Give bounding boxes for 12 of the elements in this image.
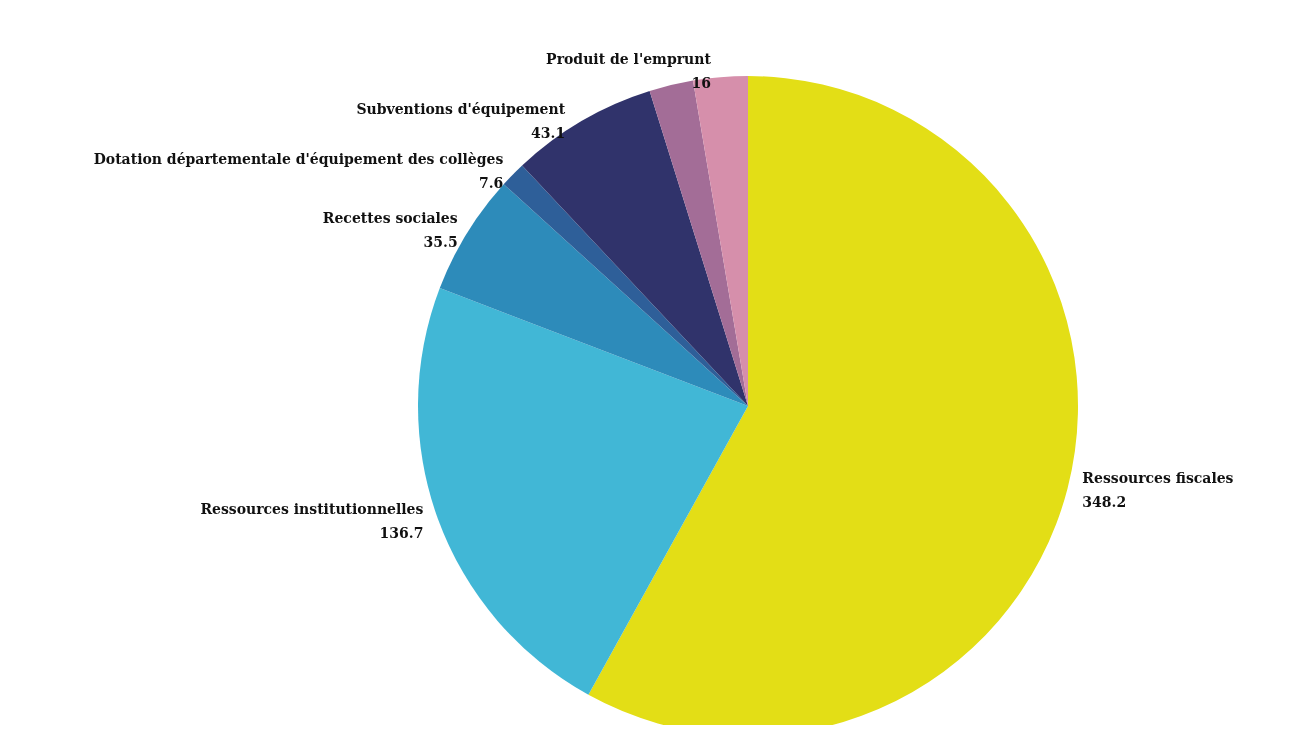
data-label: 7.6: [479, 175, 504, 192]
data-label: 35.5: [423, 233, 458, 250]
data-label: 348.2: [1082, 493, 1127, 510]
slice-label: Ressources fiscales: [1082, 469, 1234, 486]
slice-label: Recettes sociales: [322, 209, 458, 226]
data-label: 136.7: [379, 525, 424, 542]
slice-label: Produit de l'emprunt: [546, 51, 712, 68]
data-label: 43.1: [531, 125, 566, 142]
data-label: 16: [691, 75, 711, 92]
slice-label: Subventions d'équipement: [356, 101, 566, 118]
slice-label: Dotation départementale d'équipement des collèges: [93, 151, 504, 168]
slice-label: Ressources institutionnelles: [200, 501, 424, 518]
